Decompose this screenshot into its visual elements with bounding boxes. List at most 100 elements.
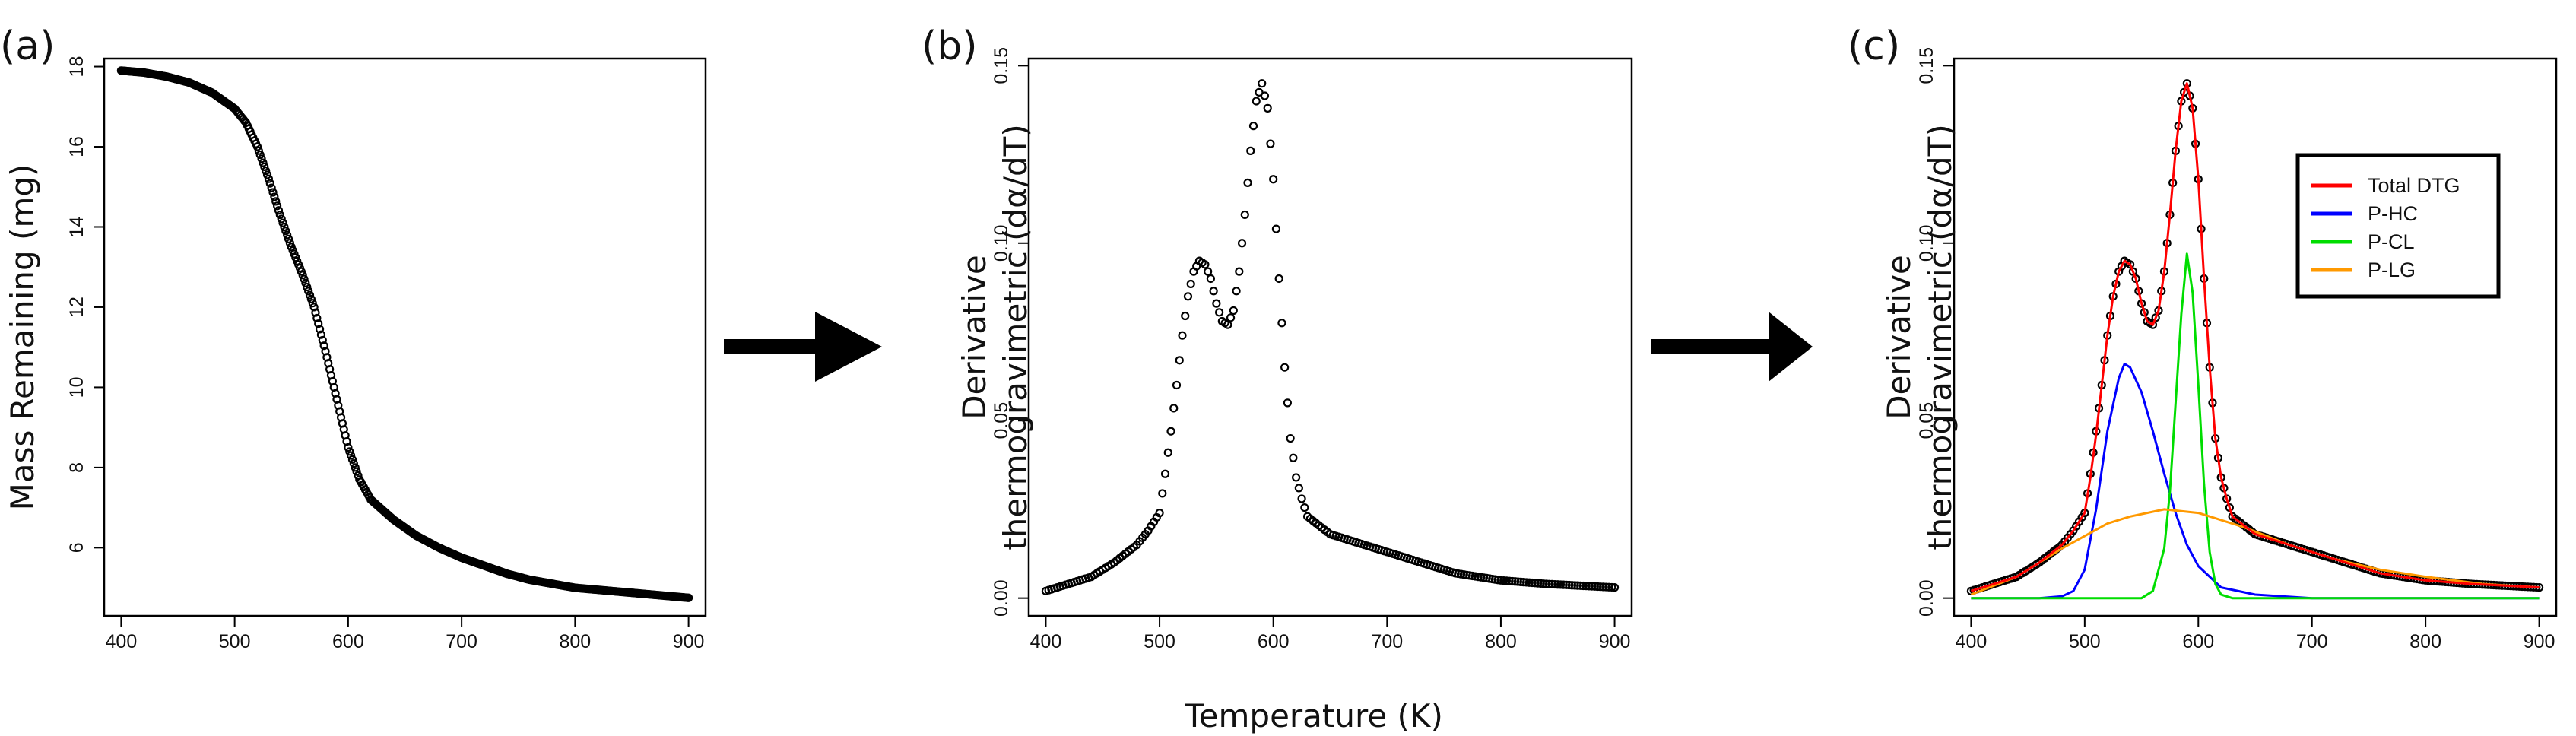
data-point xyxy=(1240,210,1249,220)
y-tick-label: 6 xyxy=(66,542,87,553)
series-line-total-dtg xyxy=(1970,82,2540,592)
y-tick-label: 0.05 xyxy=(1916,402,1937,439)
data-point xyxy=(1292,473,1301,482)
data-point xyxy=(1260,91,1270,100)
data-point xyxy=(1559,580,1568,589)
data-point xyxy=(1155,509,1164,518)
data-point xyxy=(280,222,289,232)
x-tick-label: 600 xyxy=(1258,631,1290,652)
data-point xyxy=(275,211,284,220)
x-tick-label: 500 xyxy=(2069,631,2101,652)
data-point xyxy=(1229,306,1238,316)
series-markers xyxy=(116,66,693,602)
plot-frame xyxy=(103,57,707,617)
x-tick-label: 400 xyxy=(106,631,138,652)
data-point xyxy=(1252,97,1261,106)
data-point xyxy=(1601,582,1610,592)
data-point xyxy=(1258,79,1267,88)
x-tick-label: 700 xyxy=(446,631,477,652)
y-tick-label: 8 xyxy=(66,462,87,473)
data-point xyxy=(305,290,315,300)
data-point xyxy=(1573,581,1582,590)
data-point xyxy=(281,227,290,236)
data-point xyxy=(1565,580,1574,590)
data-point xyxy=(1235,267,1244,276)
x-tick-label: 800 xyxy=(560,631,592,652)
data-point xyxy=(1223,320,1232,329)
panel-tag: (c) xyxy=(1848,24,1900,69)
right-arrow-icon xyxy=(724,312,882,382)
data-point xyxy=(1212,299,1221,308)
data-point xyxy=(1297,494,1306,503)
data-point xyxy=(1610,583,1620,592)
plot-frame xyxy=(1027,57,1633,617)
arrow-a-to-b xyxy=(724,312,882,382)
data-point xyxy=(1576,581,1585,590)
x-tick-label: 900 xyxy=(1599,631,1631,652)
data-point xyxy=(2148,320,2158,329)
y-tick-label: 0.00 xyxy=(991,579,1012,617)
data-point xyxy=(1536,579,1545,588)
data-point xyxy=(316,330,326,339)
x-tick-label: 700 xyxy=(2296,631,2328,652)
data-point xyxy=(318,335,327,345)
data-point xyxy=(298,271,307,280)
series-line-p-lg xyxy=(1970,508,2540,596)
data-point xyxy=(1519,578,1528,587)
data-point xyxy=(303,282,312,292)
data-point xyxy=(1539,579,1548,588)
data-point xyxy=(2128,267,2137,276)
data-point xyxy=(1294,484,1303,493)
data-point xyxy=(1289,453,1298,462)
data-point xyxy=(270,192,279,201)
panel-c-dtg-deconvolution: (c) 400 500 600 700 800 900 0.00 0.05 0.10 0.15 Der… xyxy=(1848,24,2558,652)
data-point xyxy=(314,319,323,328)
y-tick-label: 16 xyxy=(66,136,87,157)
data-point xyxy=(262,167,271,176)
data-point xyxy=(1596,582,1605,592)
data-point xyxy=(309,303,319,312)
data-point xyxy=(274,206,284,215)
data-point xyxy=(1547,579,1556,588)
data-point xyxy=(254,146,263,155)
data-point xyxy=(1585,582,1594,591)
data-point xyxy=(1524,578,1534,587)
data-point xyxy=(1277,319,1286,328)
data-point xyxy=(271,197,281,206)
data-point xyxy=(277,214,286,224)
y-tick-label: 14 xyxy=(66,216,87,237)
y-tick-label: 0.15 xyxy=(1916,47,1937,84)
y-axis-title-line1: Derivative xyxy=(1880,255,1918,420)
data-point xyxy=(1243,178,1252,188)
data-point xyxy=(1531,579,1540,588)
x-tick-label: 600 xyxy=(332,631,364,652)
data-point xyxy=(344,443,353,452)
data-point xyxy=(255,150,265,160)
data-point xyxy=(1570,581,1579,590)
legend-label: P-LG xyxy=(2368,259,2416,281)
data-point xyxy=(285,238,294,248)
data-point xyxy=(1160,469,1170,478)
x-tick-label: 400 xyxy=(1956,631,1988,652)
data-point xyxy=(2151,313,2160,322)
series-line-p-hc xyxy=(1971,363,2540,600)
data-point xyxy=(1206,274,1215,284)
y-axis-title-line2: thermogravimetric (dα/dT) xyxy=(997,124,1034,550)
x-tick-label: 500 xyxy=(1144,631,1175,652)
panel-b-dtg-measured: (b) 400 500 600 700 800 900 0.00 0.05 0.10 0.15 Der… xyxy=(922,24,1633,652)
data-point xyxy=(1588,582,1597,591)
data-point xyxy=(1544,579,1554,588)
y-tick-label: 10 xyxy=(66,377,87,398)
legend-label: P-HC xyxy=(2368,202,2418,225)
legend: Total DTG P-HC P-CL P-LG xyxy=(2295,153,2501,299)
data-point xyxy=(259,158,268,167)
data-point xyxy=(1226,313,1236,322)
data-point xyxy=(1237,239,1247,248)
data-point xyxy=(1183,292,1193,301)
panel-tag: (b) xyxy=(922,24,978,69)
data-point xyxy=(1516,577,1525,586)
plot-frame xyxy=(1953,57,2558,617)
data-point xyxy=(349,459,358,468)
data-point xyxy=(1163,448,1172,457)
